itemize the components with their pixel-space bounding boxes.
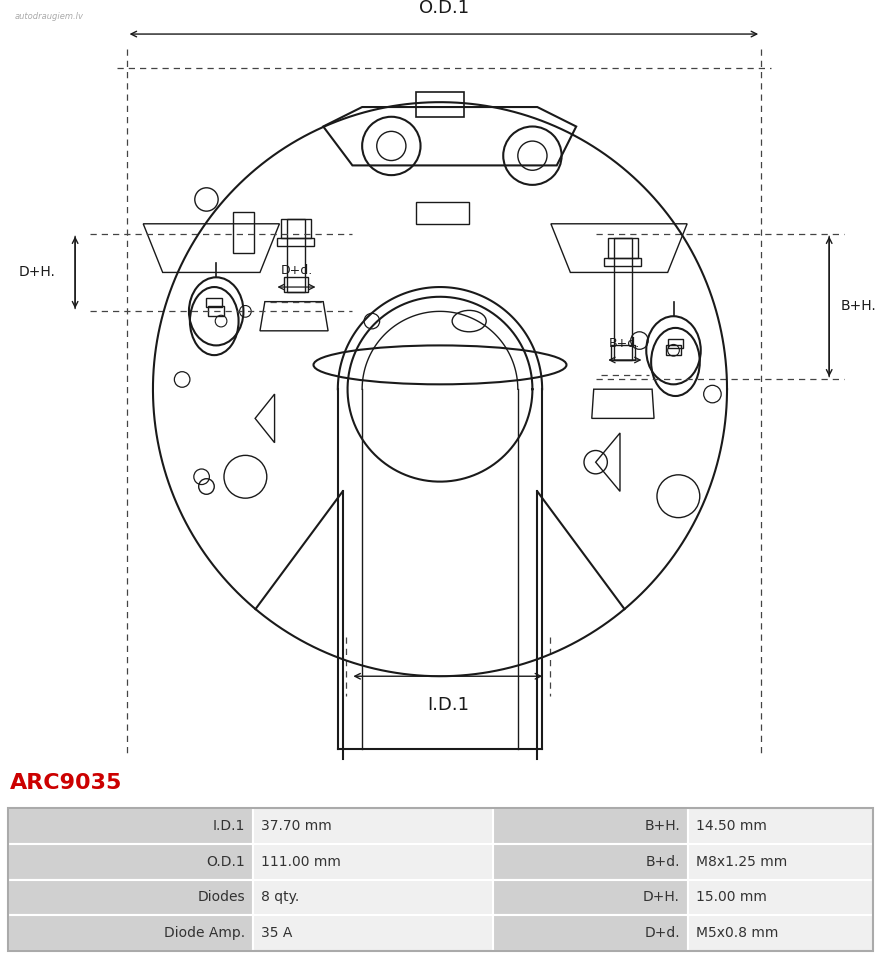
Bar [206,298,222,307]
Text: 14.50 mm: 14.50 mm [695,819,766,833]
Text: 37.70 mm: 37.70 mm [261,819,331,833]
Text: D+d.: D+d. [280,265,313,277]
Text: B+d.: B+d. [608,338,640,350]
Text: D+d.: D+d. [644,926,680,940]
Bar [665,345,680,355]
Bar [493,809,687,844]
Text: 8 qty.: 8 qty. [261,890,299,904]
Text: D+H.: D+H. [643,890,680,904]
Text: autodraugiem.lv: autodraugiem.lv [15,12,83,20]
Bar [415,202,469,224]
Text: ARC9035: ARC9035 [10,773,122,793]
Bar [253,844,493,880]
Bar [610,345,634,360]
Bar [233,212,254,253]
Bar [604,258,641,266]
Text: M5x0.8 mm: M5x0.8 mm [695,926,778,940]
Bar [687,844,872,880]
Bar [614,238,631,360]
Bar [493,844,687,880]
Bar [493,880,687,916]
Text: D+H.: D+H. [18,266,55,279]
Text: B+d.: B+d. [644,855,680,869]
Bar [667,339,682,348]
Bar [493,916,687,951]
Text: Diodes: Diodes [198,890,245,904]
Bar [284,277,308,292]
Bar [253,916,493,951]
Bar [8,916,253,951]
Bar [687,809,872,844]
Bar [253,809,493,844]
Bar [8,809,872,951]
Bar [687,916,872,951]
Bar [8,844,253,880]
Text: I.D.1: I.D.1 [212,819,245,833]
Bar [8,809,253,844]
Bar [415,92,464,117]
Text: O.D.1: O.D.1 [206,855,245,869]
Text: I.D.1: I.D.1 [427,696,468,713]
Text: O.D.1: O.D.1 [418,0,468,17]
Bar [281,219,310,238]
Bar [608,238,637,258]
Text: B+H.: B+H. [644,819,680,833]
Bar [8,880,253,916]
Text: 111.00 mm: 111.00 mm [261,855,341,869]
Bar [277,238,314,246]
Text: Diode Amp.: Diode Amp. [163,926,245,940]
Text: B+H.: B+H. [840,300,875,313]
Text: 35 A: 35 A [261,926,292,940]
Text: M8x1.25 mm: M8x1.25 mm [695,855,787,869]
Bar [208,306,224,316]
Text: 15.00 mm: 15.00 mm [695,890,766,904]
Bar [253,880,493,916]
Bar [687,880,872,916]
Bar [287,219,305,292]
